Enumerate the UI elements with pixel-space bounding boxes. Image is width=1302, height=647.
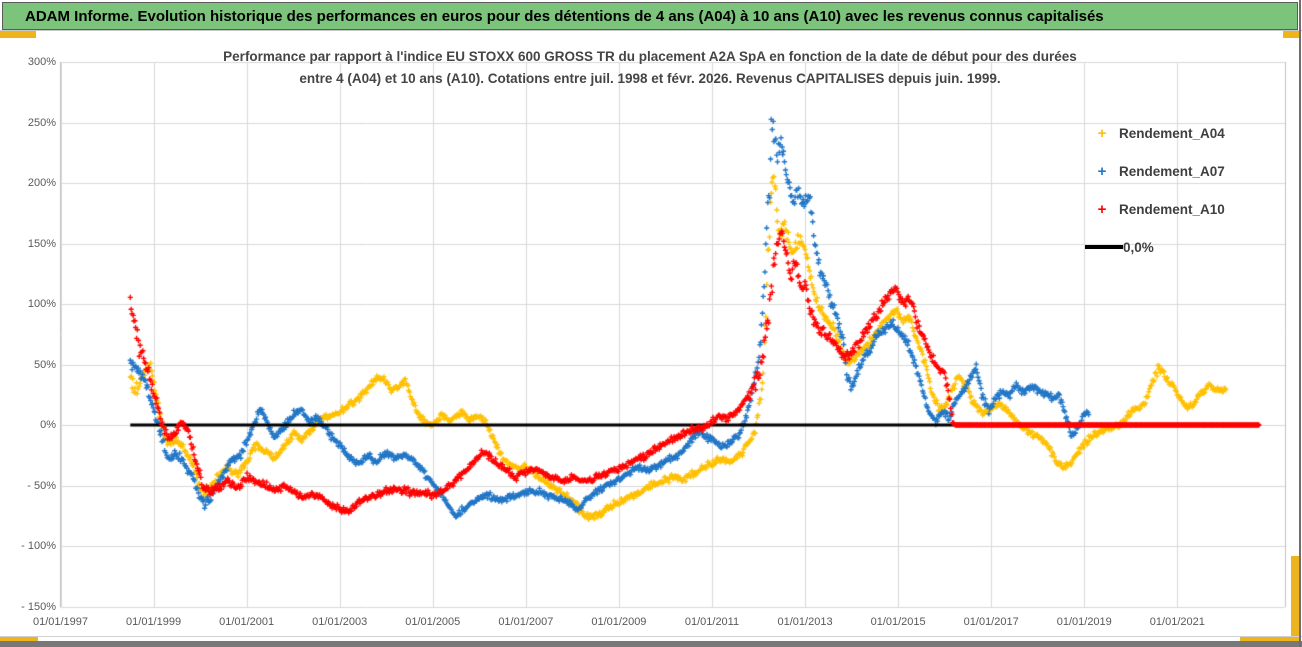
x-axis-tick: 01/01/2011 [684,616,740,628]
x-axis-tick: 01/01/2003 [312,616,368,628]
legend-label: 0,0% [1123,239,1154,255]
plus-marker-icon: + [1097,162,1107,180]
y-axis-tick: 50% [33,358,56,371]
chart-legend: + Rendement_A04 + Rendement_A07 + Rendement_A… [1085,114,1275,266]
y-axis-tick: 0% [40,419,56,431]
zero-line-swatch [1085,245,1123,249]
legend-item-rendement-a10[interactable]: + Rendement_A10 [1085,190,1275,228]
chart-title: Performance par rapport à l'indice EU ST… [150,46,1150,90]
accent-bottom-right [1240,636,1299,645]
x-axis-tick: 01/01/2005 [405,616,461,628]
page-title: ADAM Informe. Evolution historique des p… [25,7,1104,25]
window-right-border [1299,0,1301,647]
x-axis-tick: 01/01/2021 [1149,616,1205,628]
chart-title-line1: Performance par rapport à l'indice EU ST… [223,49,1077,64]
x-axis-tick: 01/01/2013 [777,616,833,628]
accent-top-left [0,31,36,38]
x-axis-tick: 01/01/2001 [219,616,275,628]
legend-item-rendement-a07[interactable]: + Rendement_A07 [1085,152,1275,190]
accent-bottom-left [0,636,38,645]
legend-item-0-0-[interactable]: 0,0% [1085,228,1275,266]
header-divider [0,30,1302,31]
accent-right-strip [1291,556,1299,641]
x-axis-tick: 01/01/2019 [1056,616,1112,628]
x-axis-tick: 01/01/2017 [963,616,1019,628]
bottom-divider [0,636,1302,637]
y-axis-tick: 100% [27,298,56,310]
x-axis-tick: 01/01/1999 [126,616,182,628]
plus-marker-icon: + [1097,124,1107,142]
y-axis-tick: 250% [27,116,56,129]
header-bar: ADAM Informe. Evolution historique des p… [2,2,1298,30]
y-axis-tick: 300% [27,56,56,68]
legend-item-rendement-a04[interactable]: + Rendement_A04 [1085,114,1275,152]
chart-title-line2: entre 4 (A04) et 10 ans (A10). Cotations… [299,71,1001,86]
x-axis-tick: 01/01/2007 [498,616,554,628]
y-axis-tick: - 150% [21,600,56,613]
legend-label: Rendement_A04 [1119,125,1225,141]
y-axis-tick: - 50% [27,479,56,492]
bottom-scroll-area[interactable] [0,641,1302,647]
x-axis-tick: 01/01/2015 [870,616,926,628]
legend-label: Rendement_A07 [1119,163,1225,179]
plus-marker-icon: + [1097,200,1107,218]
legend-label: Rendement_A10 [1119,201,1225,217]
y-axis-tick: 200% [27,177,56,189]
accent-top-right [1283,31,1299,38]
y-axis-tick: 150% [27,237,56,250]
y-axis-tick: - 100% [21,540,56,552]
x-axis-tick: 01/01/2009 [591,616,647,628]
x-axis-tick: 01/01/1997 [32,616,89,628]
